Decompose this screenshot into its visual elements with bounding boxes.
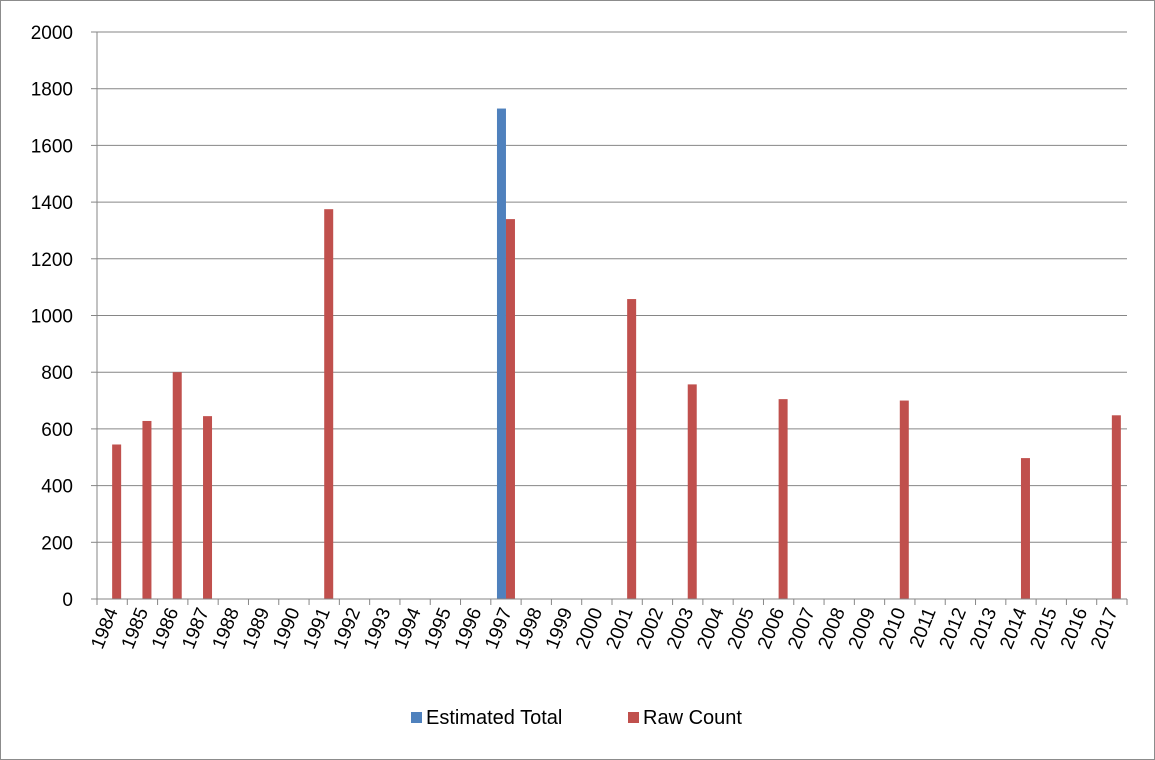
y-tick-label: 1000 (31, 307, 73, 328)
y-tick-label: 1800 (31, 80, 73, 101)
bar-raw-count (324, 209, 334, 599)
gridlines (97, 31, 1127, 543)
x-tick-label: 2010 (875, 605, 910, 652)
x-tick-label: 2017 (1087, 605, 1122, 652)
legend-label: Estimated Total (426, 707, 562, 729)
y-tick-label: 1600 (31, 136, 73, 157)
bar-raw-count (627, 299, 637, 599)
bar-raw-count (505, 219, 515, 600)
y-tick-label: 400 (41, 477, 73, 498)
bar-raw-count (1020, 458, 1030, 599)
y-tick-label: 1400 (31, 193, 73, 214)
bar-estimated-total (496, 108, 506, 600)
bar-raw-count (142, 420, 152, 599)
bar-raw-count (112, 444, 122, 599)
y-tick-label: 1200 (31, 250, 73, 271)
legend: Estimated Total Raw Count (411, 707, 742, 729)
bar-raw-count (687, 384, 697, 599)
x-axis-tick-labels: 1984198519861987198819891990199119921993… (87, 605, 1122, 652)
y-tick-label: 0 (62, 590, 73, 611)
y-tick-label: 600 (41, 420, 73, 441)
bar-raw-count (899, 400, 909, 599)
bars (112, 108, 1121, 600)
y-tick-label: 800 (41, 363, 73, 384)
bar-raw-count (1111, 415, 1121, 599)
legend-swatch (628, 712, 639, 723)
legend-label: Raw Count (643, 707, 742, 729)
bar-raw-count (172, 372, 182, 599)
y-tick-label: 200 (41, 533, 73, 554)
bar-raw-count (203, 416, 213, 599)
legend-swatch (411, 712, 422, 723)
bar-raw-count (778, 399, 788, 599)
y-tick-label: 2000 (31, 23, 73, 44)
axes (91, 31, 1128, 605)
y-axis-tick-labels: 0 200 400 600 800 1000 1200 1400 1600 1800 2000 (31, 23, 73, 611)
